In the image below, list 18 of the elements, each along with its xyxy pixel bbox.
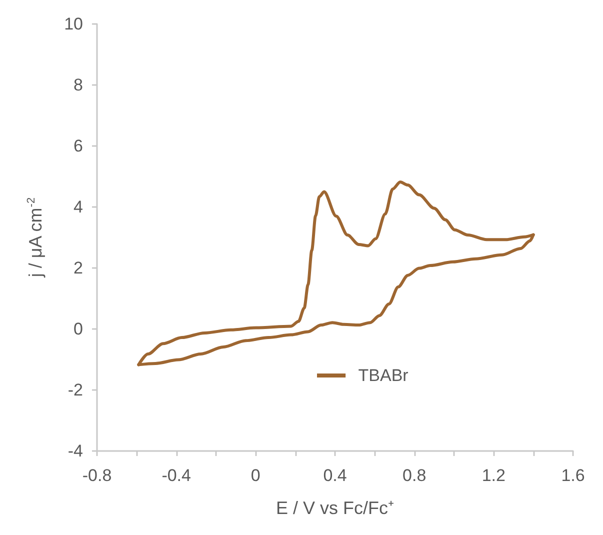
y-tick-label: 4 (74, 198, 83, 216)
y-tick-label: -2 (68, 380, 83, 400)
x-tick-label: 1.6 (561, 466, 585, 485)
x-axis-title: E / V vs Fc/Fc⁺ (276, 498, 394, 518)
x-tick-label: 0.4 (323, 466, 347, 485)
y-tick-label: 8 (74, 76, 83, 94)
x-tick-label: -0.4 (162, 466, 191, 485)
x-tick-label: -0.8 (82, 466, 112, 485)
x-tick-label: 0 (250, 466, 260, 485)
y-tick-label: -4 (68, 442, 83, 460)
legend-label: TBABr (358, 366, 409, 385)
x-tick-label: 0.8 (402, 466, 426, 485)
x-tick-label: 1.2 (482, 466, 506, 485)
y-tick-label: 0 (74, 320, 83, 338)
y-tick-label: 2 (74, 258, 83, 278)
y-axis-title: j / μA cm-2 (26, 197, 46, 278)
y-tick-label: 6 (74, 136, 83, 156)
y-tick-label: 10 (64, 14, 83, 34)
